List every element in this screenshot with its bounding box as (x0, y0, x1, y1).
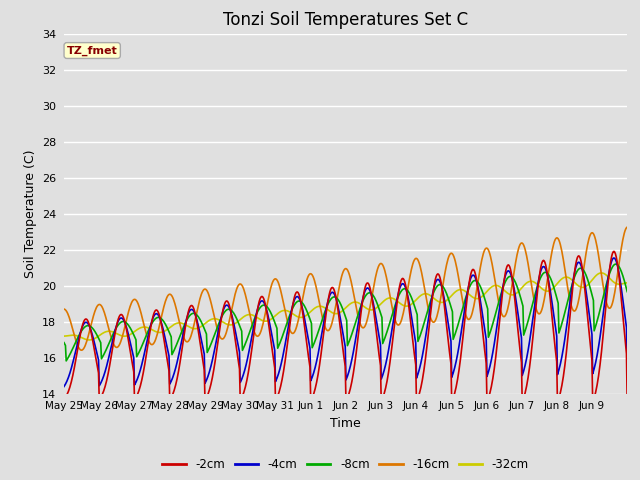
Text: TZ_fmet: TZ_fmet (67, 46, 118, 56)
X-axis label: Time: Time (330, 417, 361, 430)
Legend: -2cm, -4cm, -8cm, -16cm, -32cm: -2cm, -4cm, -8cm, -16cm, -32cm (157, 454, 534, 476)
Y-axis label: Soil Temperature (C): Soil Temperature (C) (24, 149, 36, 278)
Title: Tonzi Soil Temperatures Set C: Tonzi Soil Temperatures Set C (223, 11, 468, 29)
